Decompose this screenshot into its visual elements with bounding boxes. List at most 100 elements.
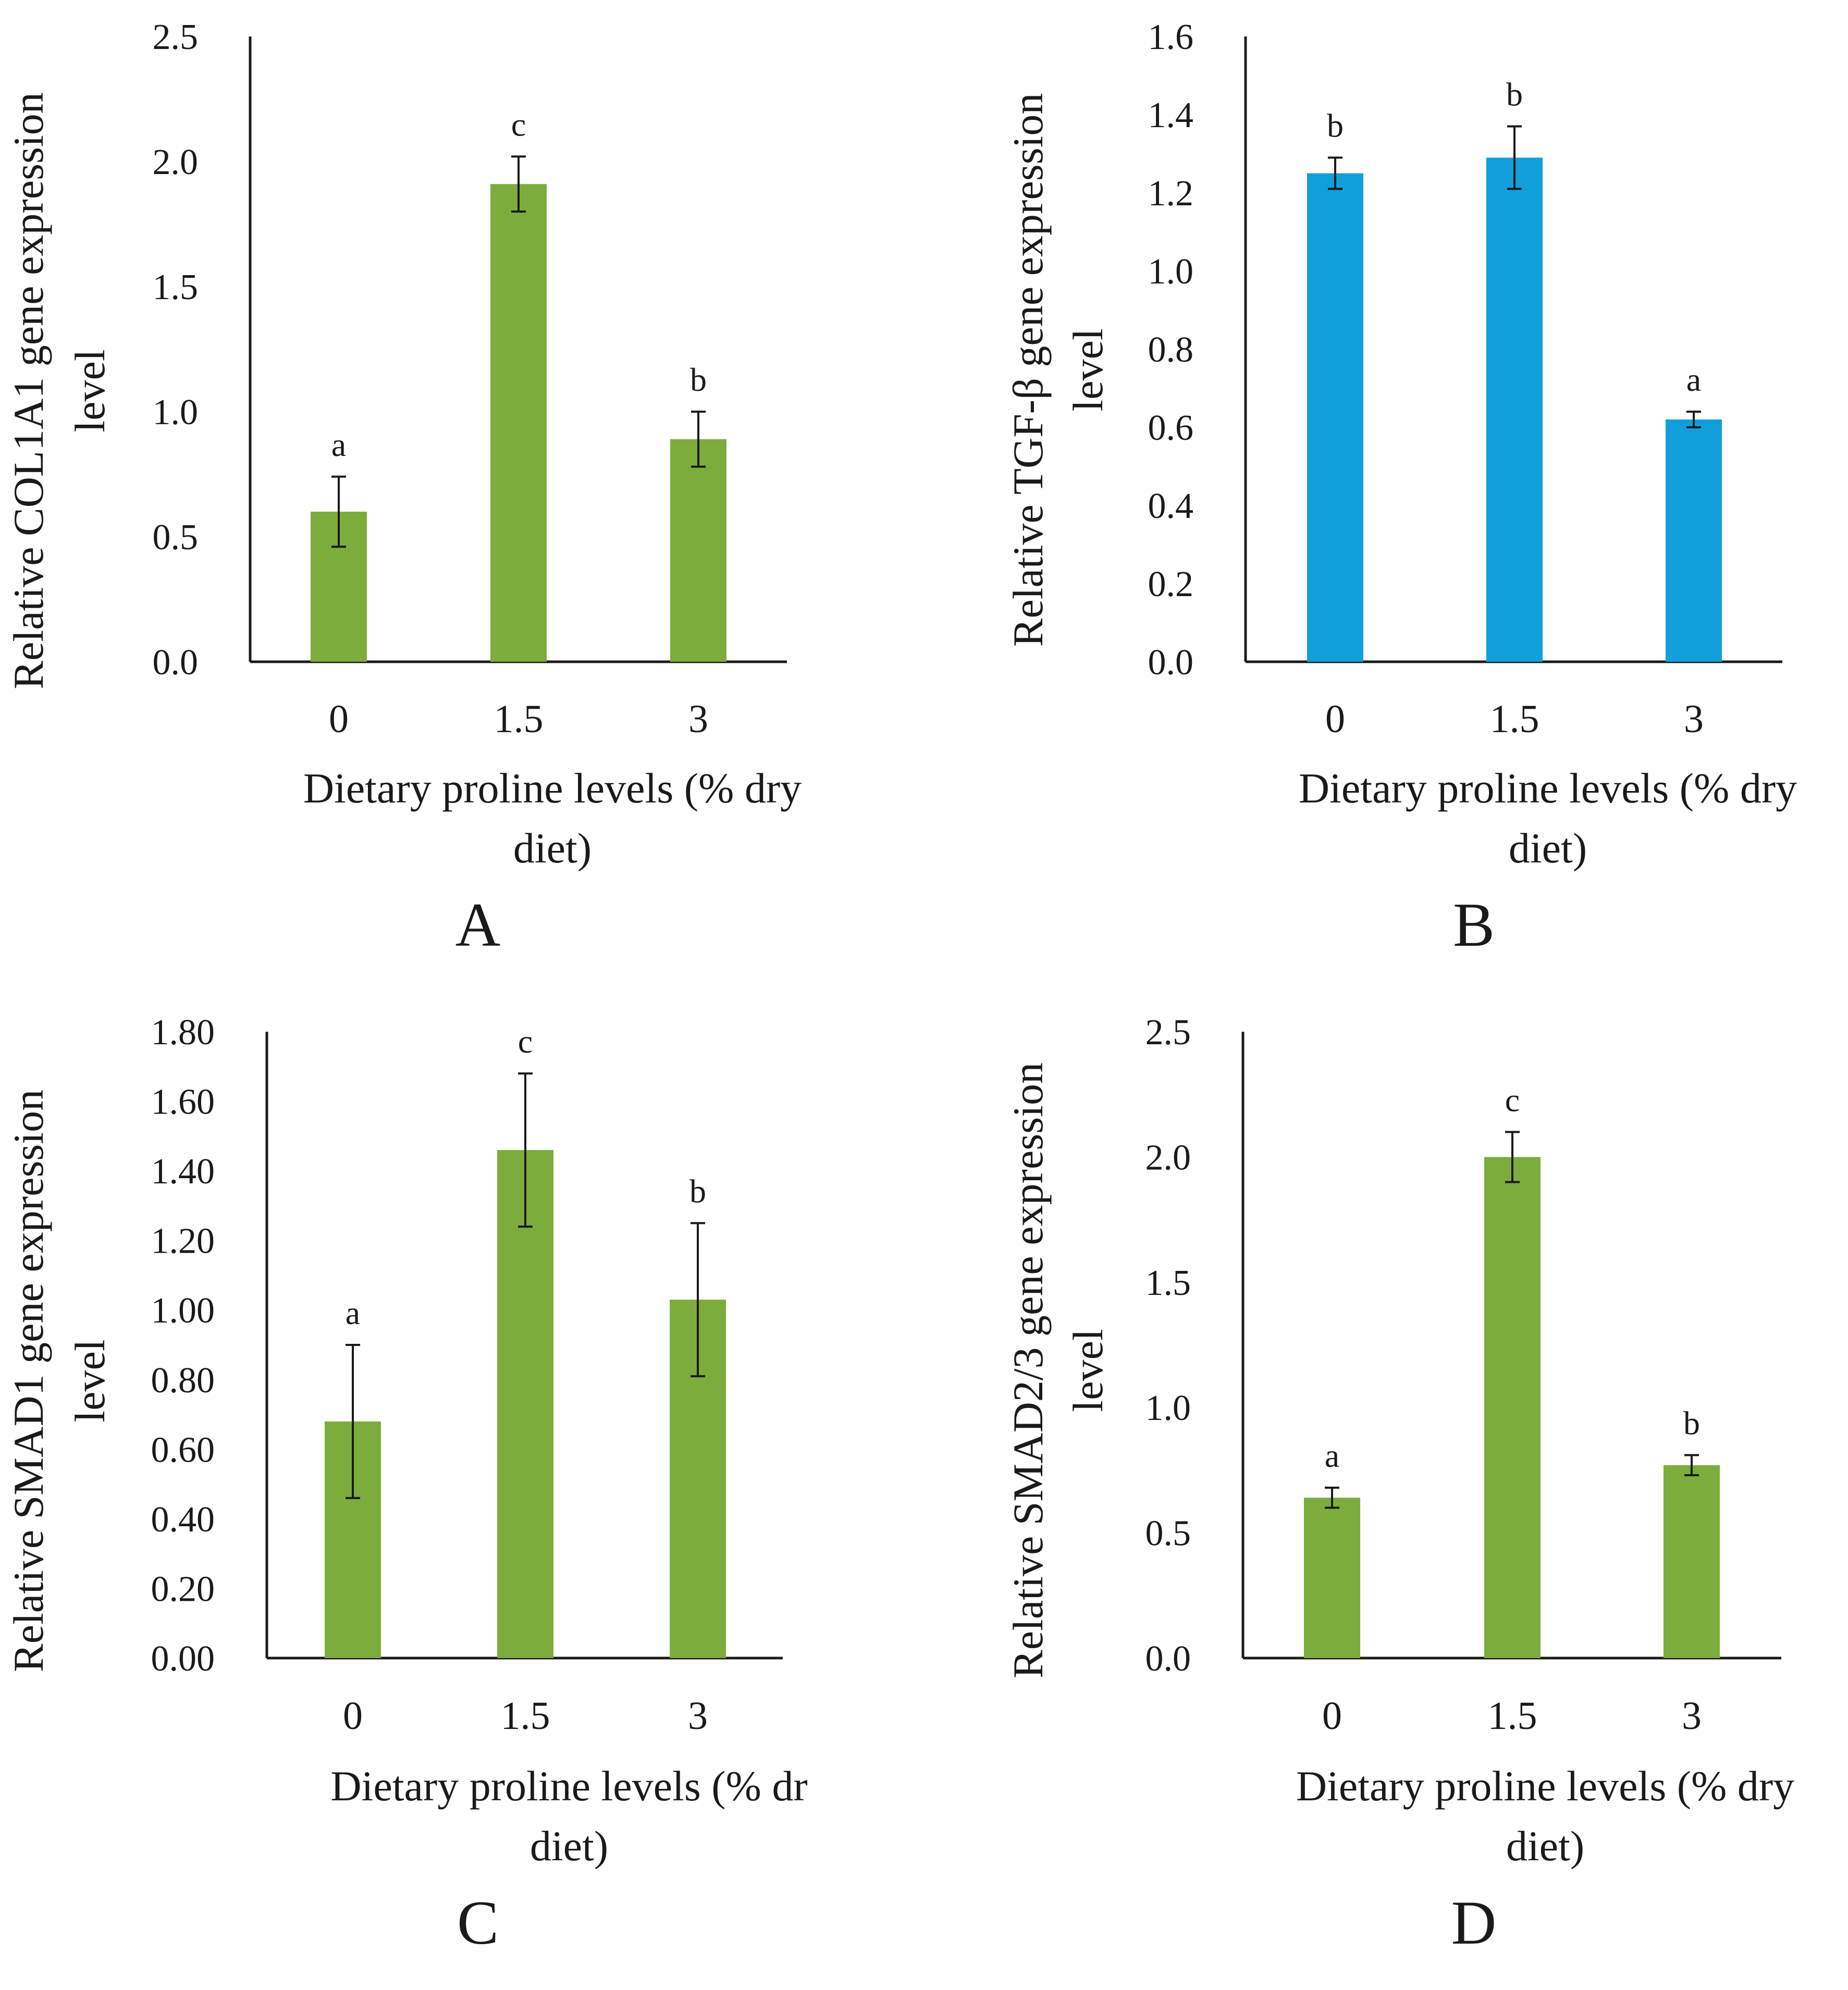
panel-letter: C	[457, 1888, 499, 1957]
y-tick-label: 1.80	[151, 1012, 215, 1053]
error-bar	[331, 475, 346, 548]
x-axis-label: Dietary proline levels (% dry	[1299, 764, 1797, 812]
bar	[1307, 173, 1363, 662]
y-tick-label: 0.5	[1145, 1514, 1191, 1554]
y-tick-label: 0.0	[153, 642, 199, 683]
chart-panel-a: 0.0 0.5 1.0 1.5 2.0 2.5 a 0 c 1.5 b 3 Relative COL1A…	[5, 17, 802, 959]
error-bar	[511, 155, 526, 213]
x-tick-label: 1.5	[501, 1694, 550, 1738]
y-axis-label-line2: level	[66, 1339, 114, 1422]
significance-letter: a	[1325, 1437, 1339, 1474]
bar	[1664, 1465, 1720, 1658]
y-tick-label: 0.5	[153, 517, 199, 558]
y-tick-label: 1.6	[1148, 17, 1194, 57]
error-bar	[691, 1222, 705, 1378]
x-tick-label: 3	[688, 697, 708, 741]
y-tick-label: 2.0	[1145, 1138, 1191, 1178]
y-tick-label: 0.2	[1148, 564, 1194, 604]
y-tick-label: 1.00	[151, 1291, 215, 1331]
y-tick-label: 1.2	[1148, 174, 1194, 214]
error-bar	[1328, 156, 1342, 190]
y-tick-label: 0.4	[1148, 486, 1194, 526]
x-tick-label: 0	[329, 697, 349, 741]
significance-letter: b	[1506, 76, 1523, 113]
x-tick-label: 0	[1322, 1694, 1342, 1738]
y-tick-label: 1.0	[1148, 252, 1194, 292]
y-axis-label: Relative SMAD2/3 gene expression	[1004, 1062, 1052, 1678]
y-tick-label: 1.0	[153, 392, 199, 432]
y-axis-label: Relative SMAD1 gene expression	[5, 1090, 52, 1672]
y-tick-label: 2.5	[153, 17, 199, 57]
x-axis-label: Dietary proline levels (% dry	[1296, 1762, 1794, 1810]
y-tick-label: 0.60	[151, 1430, 215, 1470]
y-tick-label: 1.20	[151, 1221, 215, 1262]
significance-letter: b	[689, 1172, 706, 1209]
x-axis-label-line2: diet)	[513, 824, 592, 872]
panel-letter: B	[1453, 890, 1495, 959]
y-tick-label: 1.5	[153, 267, 199, 307]
significance-letter: c	[1505, 1081, 1520, 1118]
x-axis-label-line2: diet)	[1506, 1822, 1584, 1870]
y-axis-label: Relative TGF-β gene expression	[1004, 93, 1052, 647]
chart-panel-d: 0.0 0.5 1.0 1.5 2.0 2.5 a 0 c 1.5 b 3 Relative SMAD2…	[1004, 1012, 1794, 1957]
y-axis-label-line2: level	[1064, 1329, 1112, 1412]
y-tick-label: 2.5	[1145, 1012, 1191, 1053]
significance-letter: a	[346, 1294, 360, 1331]
y-tick-label: 1.40	[151, 1152, 215, 1192]
significance-letter: b	[1683, 1405, 1700, 1442]
error-bar	[1505, 1131, 1520, 1183]
error-bar	[1686, 411, 1701, 428]
bar	[1484, 1157, 1541, 1658]
significance-letter: c	[518, 1023, 533, 1060]
y-tick-label: 0.8	[1148, 330, 1194, 370]
bar	[1486, 157, 1543, 662]
y-tick-label: 2.0	[153, 142, 199, 182]
y-tick-label: 0.6	[1148, 408, 1194, 448]
significance-letter: b	[1327, 107, 1344, 144]
chart-panel-c: 0.00 0.20 0.40 0.60 0.80 1.00 1.20 1.40 1.60 1.80…	[5, 1012, 808, 1957]
x-tick-label: 1.5	[1488, 1694, 1537, 1738]
panel-letter: A	[455, 890, 501, 959]
y-tick-label: 0.0	[1145, 1639, 1191, 1679]
error-bar	[518, 1072, 533, 1228]
y-tick-label: 1.4	[1148, 95, 1194, 135]
x-tick-label: 0	[343, 1694, 363, 1738]
x-tick-label: 1.5	[494, 697, 544, 741]
error-bar	[691, 411, 706, 468]
x-tick-label: 3	[1684, 697, 1704, 741]
error-bar	[1684, 1454, 1699, 1477]
error-bar	[1507, 125, 1522, 190]
y-tick-label: 1.5	[1145, 1263, 1191, 1303]
x-tick-label: 1.5	[1490, 697, 1539, 741]
bar	[497, 1150, 553, 1658]
x-axis-label: Dietary proline levels (% dr	[330, 1762, 807, 1810]
y-tick-label: 0.00	[151, 1639, 215, 1679]
y-tick-label: 0.80	[151, 1361, 215, 1401]
significance-letter: a	[1686, 361, 1701, 398]
x-tick-label: 3	[1682, 1694, 1702, 1738]
significance-letter: c	[511, 106, 526, 143]
y-tick-label: 1.60	[151, 1082, 215, 1122]
chart-panel-b: 0.0 0.2 0.4 0.6 0.8 1.0 1.2 1.4 1.6 b 0 b 1.5 a 3 Relat…	[1004, 17, 1797, 959]
y-tick-label: 0.20	[151, 1569, 215, 1609]
x-tick-label: 3	[688, 1694, 708, 1738]
bar	[1666, 419, 1722, 662]
bar	[670, 439, 726, 662]
y-tick-label: 0.40	[151, 1500, 215, 1540]
y-axis-label: Relative COL1A1 gene expression	[5, 92, 52, 689]
error-bar	[346, 1344, 360, 1499]
y-axis-label-line2: level	[66, 349, 114, 432]
x-axis-label-line2: diet)	[530, 1822, 608, 1870]
x-axis-label-line2: diet)	[1509, 824, 1587, 872]
y-axis-label-line2: level	[1064, 328, 1112, 411]
x-axis-label: Dietary proline levels (% dry	[303, 764, 802, 812]
panel-letter: D	[1451, 1888, 1497, 1957]
significance-letter: b	[690, 361, 707, 398]
y-tick-label: 1.0	[1145, 1388, 1191, 1428]
error-bar	[1325, 1487, 1339, 1509]
x-tick-label: 0	[1325, 697, 1345, 741]
bar	[490, 184, 547, 662]
bar	[1304, 1498, 1360, 1658]
y-tick-label: 0.0	[1148, 642, 1194, 683]
